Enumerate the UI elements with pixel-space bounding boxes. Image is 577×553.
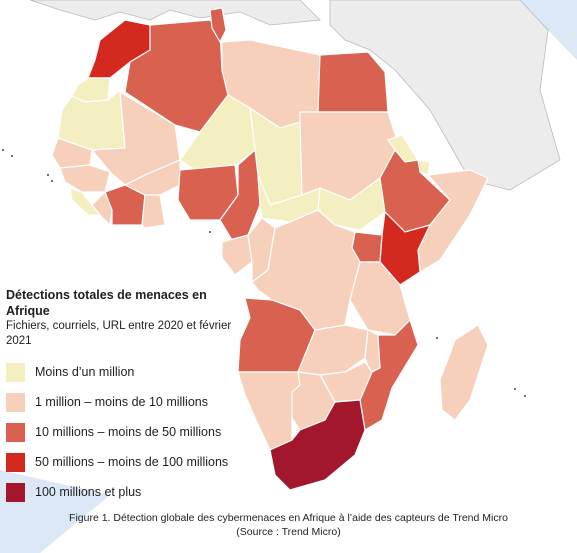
legend-item-c3: 10 millions – moins de 50 millions bbox=[6, 417, 246, 447]
legend-swatch bbox=[6, 452, 25, 472]
region-afrique-du-sud bbox=[269, 399, 366, 491]
decor-shape-bottom-left bbox=[0, 470, 110, 553]
map-regions bbox=[51, 7, 489, 491]
legend-item-c5: 100 millions et plus bbox=[6, 477, 246, 507]
region-niger bbox=[179, 94, 256, 171]
legend-item-c4: 50 millions – moins de 100 millions bbox=[6, 447, 246, 477]
legend-swatch bbox=[6, 422, 25, 442]
region-tunisie bbox=[209, 7, 227, 44]
caption-line-1: Figure 1. Détection globale des cybermen… bbox=[69, 512, 508, 524]
region-madagascar bbox=[439, 324, 489, 421]
region-gabon bbox=[221, 234, 253, 276]
legend-item-c2: 1 million – moins de 10 millions bbox=[6, 387, 246, 417]
legend-label: 10 millions – moins de 50 millions bbox=[35, 425, 222, 439]
legend-subtitle: Fichiers, courriels, URL entre 2020 et f… bbox=[6, 320, 232, 347]
legend-title: Détections totales de menaces en Afrique bbox=[6, 288, 207, 318]
region-guinee bbox=[59, 164, 111, 193]
caption-line-2: (Source : Trend Micro) bbox=[236, 526, 341, 538]
legend-item-c1: Moins d’un million bbox=[6, 357, 246, 387]
region-egypte bbox=[317, 51, 389, 113]
region-mozambique bbox=[359, 318, 419, 431]
region-namibie bbox=[237, 371, 301, 451]
legend-label: 100 millions et plus bbox=[35, 485, 142, 499]
legend-swatch bbox=[6, 392, 25, 412]
figure-caption: Figure 1. Détection globale des cybermen… bbox=[0, 511, 577, 539]
legend-label: 1 million – moins de 10 millions bbox=[35, 395, 208, 409]
legend-swatch bbox=[6, 482, 25, 502]
region-ghana bbox=[141, 194, 166, 229]
legend: Détections totales de menaces en Afrique… bbox=[6, 287, 246, 507]
region-somalie bbox=[417, 169, 489, 274]
legend-swatch bbox=[6, 362, 25, 382]
legend-label: Moins d’un million bbox=[35, 365, 135, 379]
island-dots bbox=[2, 149, 526, 397]
legend-label: 50 millions – moins de 100 millions bbox=[35, 455, 229, 469]
region-liberia bbox=[91, 190, 113, 227]
